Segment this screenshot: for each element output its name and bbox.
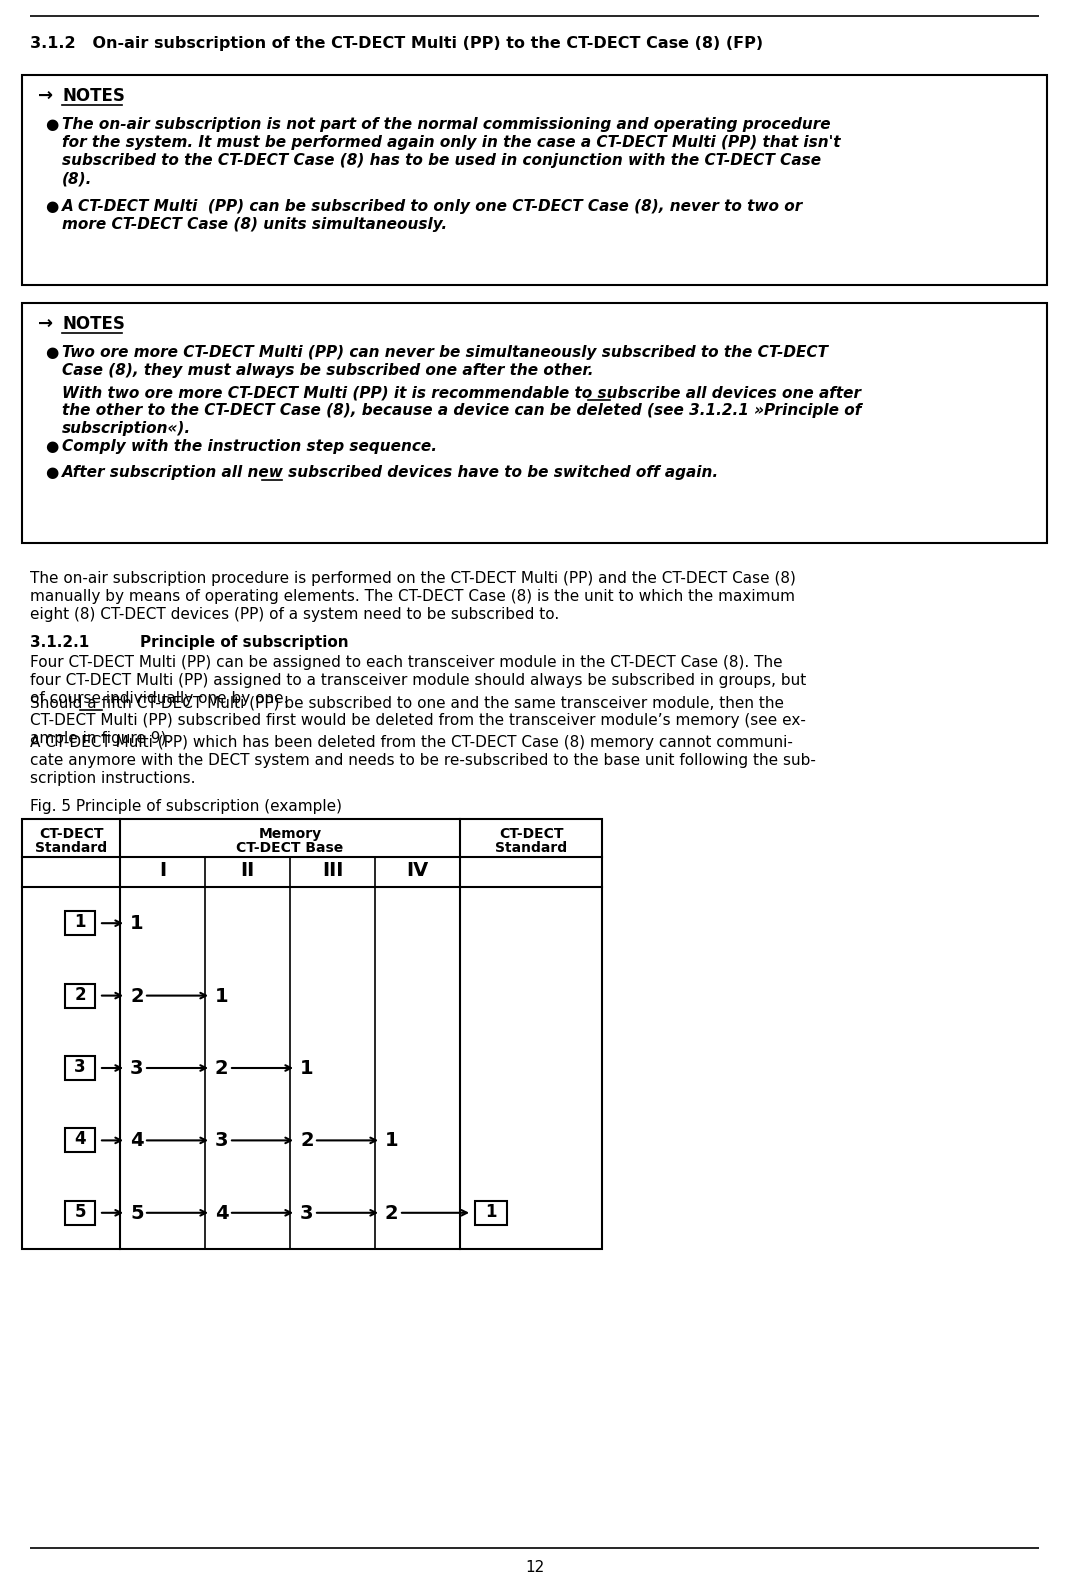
Text: IV: IV [406,861,429,880]
Text: of course individually one by one.: of course individually one by one. [30,692,289,706]
Text: ample in figure 9).: ample in figure 9). [30,731,171,747]
Text: scription instructions.: scription instructions. [30,770,196,786]
Text: 12: 12 [525,1559,544,1572]
Text: more CT-DECT Case (8) units simultaneously.: more CT-DECT Case (8) units simultaneous… [62,217,447,233]
Text: Fig. 5 Principle of subscription (example): Fig. 5 Principle of subscription (exampl… [30,799,342,814]
Text: the other to the CT-DECT Case (8), because a device can be deleted (see 3.1.2.1 : the other to the CT-DECT Case (8), becau… [62,402,862,418]
Text: A CT-DECT Multi (PP) which has been deleted from the CT-DECT Case (8) memory can: A CT-DECT Multi (PP) which has been dele… [30,736,793,750]
Text: I: I [159,861,166,880]
Text: 4: 4 [130,1132,143,1151]
Text: ●: ● [45,439,58,454]
Text: 5: 5 [130,1204,143,1223]
Text: 4: 4 [215,1204,229,1223]
Text: A CT-DECT Multi  (PP) can be subscribed to only one CT-DECT Case (8), never to t: A CT-DECT Multi (PP) can be subscribed t… [62,200,803,214]
Text: Comply with the instruction step sequence.: Comply with the instruction step sequenc… [62,439,437,454]
Text: III: III [322,861,343,880]
Text: cate anymore with the DECT system and needs to be re-subscribed to the base unit: cate anymore with the DECT system and ne… [30,753,816,769]
Text: Four CT-DECT Multi (PP) can be assigned to each transceiver module in the CT-DEC: Four CT-DECT Multi (PP) can be assigned … [30,656,783,670]
Bar [65,1201,95,1225]
Text: eight (8) CT-DECT devices (PP) of a system need to be subscribed to.: eight (8) CT-DECT devices (PP) of a syst… [30,607,559,623]
Text: ●: ● [45,465,58,479]
Text: 1: 1 [485,1203,497,1221]
Text: →: → [38,314,53,333]
Text: 3: 3 [215,1132,229,1151]
Bar [22,819,602,1250]
Text: (8).: (8). [62,171,92,185]
Text: ●: ● [45,344,58,360]
Text: CT-DECT: CT-DECT [499,827,563,841]
Text: Should a fifth CT-DECT Multi (PP) be subscribed to one and the same transceiver : Should a fifth CT-DECT Multi (PP) be sub… [30,695,784,711]
Text: four CT-DECT Multi (PP) assigned to a transceiver module should always be subscr: four CT-DECT Multi (PP) assigned to a tr… [30,673,806,689]
Text: 1: 1 [300,1060,313,1078]
Text: 3: 3 [74,1058,86,1075]
Text: Standard: Standard [495,841,567,855]
Text: →: → [38,86,53,105]
Bar [65,1056,95,1080]
Bar [22,303,1047,542]
Text: 2: 2 [215,1060,229,1078]
Text: 1: 1 [74,913,86,931]
Text: 4: 4 [74,1130,86,1149]
Text: 2: 2 [130,987,143,1006]
Text: 2: 2 [300,1132,313,1151]
Text: 2: 2 [385,1204,399,1223]
Text: ●: ● [45,200,58,214]
Text: subscription«).: subscription«). [62,421,191,435]
Text: manually by means of operating elements. The CT-DECT Case (8) is the unit to whi: manually by means of operating elements.… [30,590,795,604]
Text: 1: 1 [215,987,229,1006]
Text: 2: 2 [74,986,86,1003]
Text: II: II [241,861,254,880]
Text: ●: ● [45,116,58,132]
Text: 3.1.2.1: 3.1.2.1 [30,635,89,649]
Bar [475,1201,507,1225]
Bar [65,1129,95,1152]
Bar [22,75,1047,285]
Text: CT-DECT Multi (PP) subscribed first would be deleted from the transceiver module: CT-DECT Multi (PP) subscribed first woul… [30,714,806,728]
Text: NOTES: NOTES [62,86,125,105]
Text: After subscription all new subscribed devices have to be switched off again.: After subscription all new subscribed de… [62,465,719,479]
Text: 5: 5 [74,1203,86,1221]
Text: for the system. It must be performed again only in the case a CT-DECT Multi (PP): for the system. It must be performed aga… [62,135,840,149]
Text: subscribed to the CT-DECT Case (8) has to be used in conjunction with the CT-DEC: subscribed to the CT-DECT Case (8) has t… [62,152,821,168]
Text: 1: 1 [385,1132,399,1151]
Text: The on-air subscription procedure is performed on the CT-DECT Multi (PP) and the: The on-air subscription procedure is per… [30,571,796,586]
Text: NOTES: NOTES [62,314,125,333]
Text: CT-DECT: CT-DECT [38,827,104,841]
Text: Principle of subscription: Principle of subscription [140,635,348,649]
Text: 1: 1 [130,915,143,934]
Text: 3: 3 [300,1204,313,1223]
Text: Case (8), they must always be subscribed one after the other.: Case (8), they must always be subscribed… [62,363,593,377]
Text: Standard: Standard [35,841,107,855]
Text: CT-DECT Base: CT-DECT Base [236,841,343,855]
Text: The on-air subscription is not part of the normal commissioning and operating pr: The on-air subscription is not part of t… [62,116,831,132]
Bar [65,912,95,935]
Text: 3: 3 [130,1060,143,1078]
Text: 3.1.2   On-air subscription of the CT-DECT Multi (PP) to the CT-DECT Case (8) (F: 3.1.2 On-air subscription of the CT-DECT… [30,36,763,50]
Text: With two ore more CT-DECT Multi (PP) it is recommendable to subscribe all device: With two ore more CT-DECT Multi (PP) it … [62,385,861,399]
Bar [65,984,95,1008]
Text: Memory: Memory [259,827,322,841]
Text: Two ore more CT-DECT Multi (PP) can never be simultaneously subscribed to the CT: Two ore more CT-DECT Multi (PP) can neve… [62,344,828,360]
